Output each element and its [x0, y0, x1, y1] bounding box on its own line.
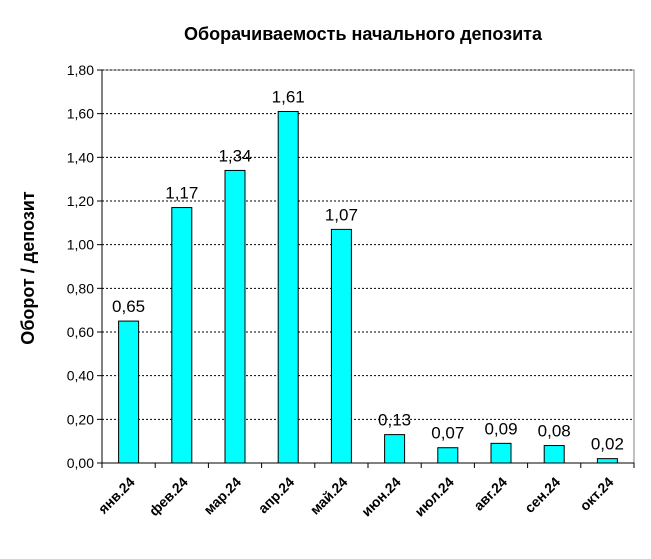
bar [224, 169, 246, 464]
bar [330, 228, 352, 464]
y-tick-label: 0,20 [67, 411, 94, 427]
bar [277, 110, 299, 464]
y-axis-label: Оборот / депозит [18, 191, 38, 345]
y-tick-label: 1,40 [67, 149, 94, 165]
bar [171, 207, 193, 464]
x-tick-label: мар.24 [200, 474, 244, 518]
data-label: 0,08 [538, 422, 571, 441]
bar [384, 434, 406, 464]
data-labels: 0,65 1,17 1,34 1,61 1,07 0,13 0,07 0,09 0,08 0,02 [112, 87, 624, 453]
y-tick-label: 0,60 [67, 324, 94, 340]
bar [490, 442, 512, 464]
data-label: 1,07 [325, 205, 358, 224]
data-label: 0,07 [431, 424, 464, 443]
bar [543, 445, 565, 464]
data-label: 1,17 [165, 184, 198, 203]
x-tick-labels: янв.24 фев.24 мар.24 апр.24 май.24 июн.24 июл.… [95, 463, 635, 520]
x-tick-label: окт.24 [576, 474, 616, 514]
x-tick-label: янв.24 [95, 474, 138, 517]
bar [118, 320, 140, 464]
data-label: 1,34 [218, 146, 251, 165]
data-label: 1,61 [272, 87, 305, 106]
chart-title: Оборачиваемость начального депозита [184, 24, 543, 44]
x-tick-label: сен.24 [521, 474, 563, 516]
x-tick-label: фев.24 [146, 474, 191, 519]
data-label: 0,13 [378, 411, 411, 430]
y-tick-label: 1,20 [67, 193, 94, 209]
y-tick-labels: 0,00 0,20 0,40 0,60 0,80 1,00 1,20 1,40 1,60 1,80 [67, 62, 102, 471]
y-tick-label: 0,40 [67, 368, 94, 384]
bar [596, 458, 618, 464]
x-tick-label: июн.24 [358, 474, 404, 520]
y-tick-label: 1,80 [67, 62, 94, 78]
bars [118, 110, 618, 464]
y-tick-label: 0,80 [67, 280, 94, 296]
x-tick-label: июл.24 [411, 474, 457, 520]
data-label: 0,09 [484, 419, 517, 438]
x-tick-label: май.24 [307, 474, 351, 518]
data-label: 0,02 [591, 435, 624, 454]
x-tick-label: апр.24 [255, 474, 298, 517]
x-tick-label: авг.24 [470, 474, 510, 514]
y-tick-label: 1,60 [67, 106, 94, 122]
y-tick-label: 0,00 [67, 455, 94, 471]
bar [437, 447, 459, 464]
y-tick-label: 1,00 [67, 237, 94, 253]
data-label: 0,65 [112, 297, 145, 316]
